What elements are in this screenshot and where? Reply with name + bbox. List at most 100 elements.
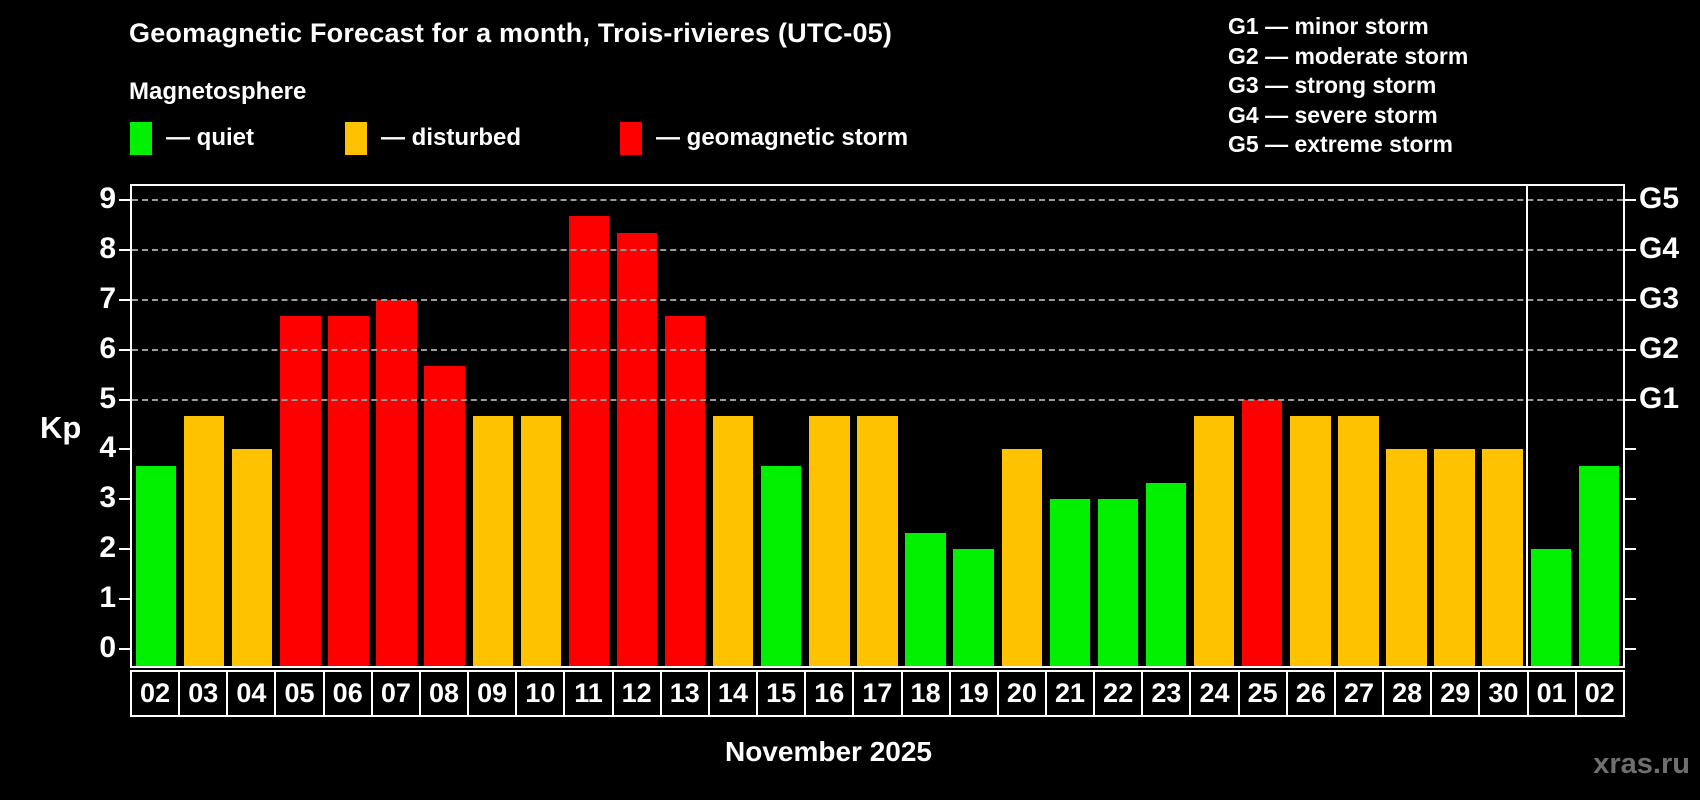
kp-bar-day-14-idx12 [712,415,754,666]
bar-slot [517,186,565,666]
kp-bar-day-11-idx9 [568,216,610,666]
gridline-kp-9 [132,198,1623,201]
x-axis-day-label-12-idx10: 12 [611,670,662,717]
x-axis-day-label-06-idx4: 06 [322,670,373,717]
storm-scale-legend: G1 — minor storm G2 — moderate storm G3 … [1228,12,1468,160]
bar-slot [1190,186,1238,666]
bar-slot [1431,186,1479,666]
bar-slot [757,186,805,666]
bar-slot [709,186,757,666]
left-tick-kp-8 [119,248,130,251]
gridline-kp-7 [132,298,1623,301]
bar-slot [998,186,1046,666]
kp-bar-day-15-idx13 [761,465,802,666]
y-tick-label-4: 4 [99,431,116,465]
kp-bar-day-06-idx4 [328,316,369,666]
x-axis-day-label-23-idx21: 23 [1141,670,1192,717]
bar-slot [469,186,517,666]
bar-slot [565,186,613,666]
x-axis-day-label-19-idx17: 19 [948,670,999,717]
x-axis-day-label-17-idx15: 17 [852,670,903,717]
y-tick-label-8: 8 [99,231,116,265]
bar-slot [613,186,661,666]
left-tick-kp-9 [119,198,130,201]
x-axis-day-label-07-idx5: 07 [370,670,421,717]
kp-bar-day-27-idx25 [1338,415,1379,666]
right-tick-kp-8 [1625,248,1636,251]
kp-bar-day-01-idx29 [1530,549,1571,666]
bar-slot [132,186,180,666]
x-axis-day-labels: 02 03 04 05 06 07 08 09 10 11 12 13 14 15 16 17 18 19 20 21… [130,670,1625,717]
bar-slot [1286,186,1334,666]
y-tick-label-3: 3 [99,481,116,515]
g-scale-label-g5: G5 [1639,181,1680,215]
storm-scale-g5: G5 — extreme storm [1228,131,1453,157]
kp-bar-day-13-idx11 [664,316,706,666]
x-axis-day-label-24-idx22: 24 [1189,670,1240,717]
kp-bar-day-24-idx22 [1193,415,1235,666]
bar-slot [950,186,998,666]
bar-slot [276,186,324,666]
kp-bar-day-25-idx23 [1242,399,1283,666]
kp-bar-day-09-idx7 [472,415,513,666]
bar-slot [1382,186,1430,666]
gridline-kp-8 [132,248,1623,251]
left-tick-kp-3 [119,498,130,501]
x-axis-day-label-18-idx16: 18 [900,670,951,717]
x-axis-day-label-08-idx6: 08 [418,670,470,717]
legend-item-disturbed: — disturbed [345,121,521,155]
kp-bar-day-05-idx3 [280,316,321,666]
y-tick-label-9: 9 [99,181,116,215]
right-tick-kp-7 [1625,298,1636,301]
kp-bar-day-02-idx30 [1578,465,1620,666]
x-axis-day-label-02-idx0: 02 [130,670,181,717]
storm-swatch-icon [620,121,642,155]
kp-bar-day-23-idx21 [1145,482,1187,666]
right-tick-kp-6 [1625,348,1636,351]
x-axis-day-label-11-idx9: 11 [563,670,614,717]
bar-slot [1094,186,1142,666]
right-tick-kp-0 [1625,648,1636,650]
kp-bar-day-21-idx19 [1049,499,1091,666]
gridline-kp-5 [132,398,1623,401]
month-separator-line [1525,186,1528,666]
left-tick-kp-6 [119,348,130,351]
x-axis-day-label-13-idx11: 13 [659,670,710,717]
storm-scale-g2: G2 — moderate storm [1228,42,1469,69]
right-tick-kp-1 [1625,598,1636,601]
bar-slot [1142,186,1190,666]
kp-bar-day-17-idx15 [857,415,898,666]
kp-bar-day-19-idx17 [953,549,994,666]
y-tick-label-1: 1 [99,581,116,615]
kp-bar-day-12-idx10 [616,233,658,666]
right-tick-kp-4 [1625,448,1636,451]
storm-scale-g4: G4 — severe storm [1228,101,1438,128]
bar-slot [180,186,228,666]
x-axis-day-label-15-idx13: 15 [756,670,807,717]
left-tick-kp-4 [119,448,130,451]
bar-slot [372,186,420,666]
x-axis-day-label-16-idx14: 16 [804,670,855,717]
kp-bar-day-18-idx16 [905,532,946,666]
y-tick-label-6: 6 [99,331,116,365]
left-tick-kp-5 [119,398,130,401]
bars-container [132,186,1623,666]
kp-bar-day-29-idx27 [1434,449,1475,666]
bar-slot [661,186,709,666]
x-axis-day-label-28-idx26: 28 [1382,670,1433,717]
bar-slot [421,186,469,666]
g-scale-label-g1: G1 [1639,381,1680,415]
g-scale-label-g4: G4 [1639,231,1680,265]
kp-bar-day-07-idx5 [376,299,417,666]
watermark: xras.ru [1593,748,1690,780]
x-axis-day-label-25-idx23: 25 [1237,670,1288,717]
x-axis-day-label-04-idx2: 04 [226,670,277,717]
legend-label-disturbed: — disturbed [381,124,522,151]
g-scale-label-g3: G3 [1639,281,1680,315]
kp-bar-day-03-idx1 [183,415,225,666]
right-tick-kp-5 [1625,398,1636,401]
bar-slot [1479,186,1527,666]
kp-bar-day-02-idx0 [135,465,177,666]
disturbed-swatch-icon [345,121,367,155]
left-tick-kp-0 [119,648,130,650]
